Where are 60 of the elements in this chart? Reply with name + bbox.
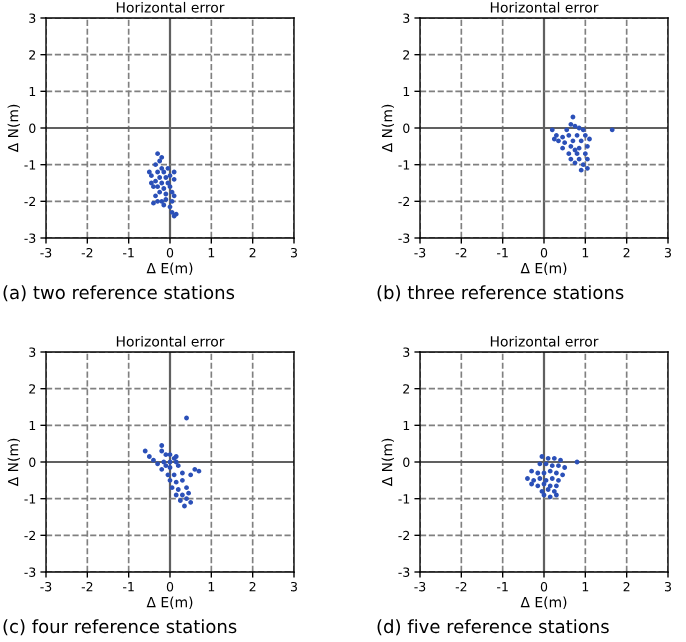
point (566, 132, 572, 138)
point (169, 198, 175, 204)
point (535, 483, 541, 489)
point (564, 127, 570, 133)
point (157, 189, 163, 195)
point (560, 134, 566, 140)
point (148, 173, 154, 179)
point (188, 472, 194, 478)
point (155, 151, 161, 157)
point (562, 140, 568, 146)
point (179, 477, 185, 483)
point (529, 468, 535, 474)
point (146, 169, 152, 175)
point (547, 468, 553, 474)
point (584, 165, 590, 171)
point (551, 136, 557, 142)
point (584, 143, 590, 149)
point (173, 479, 179, 485)
point (169, 485, 175, 491)
point (566, 151, 572, 157)
point (155, 461, 161, 467)
point (161, 169, 167, 175)
point (535, 470, 541, 476)
point (578, 167, 584, 173)
point (551, 455, 557, 461)
point (582, 132, 588, 138)
point (560, 145, 566, 151)
point (537, 461, 543, 467)
point (553, 132, 559, 138)
point (580, 162, 586, 168)
point (155, 184, 161, 190)
point (549, 127, 555, 133)
point (574, 132, 580, 138)
text: (c) four reference stations (3, 619, 237, 636)
point (188, 499, 194, 505)
point (159, 165, 165, 171)
point (186, 490, 192, 496)
point (609, 127, 615, 133)
point (155, 198, 161, 204)
point (560, 472, 566, 478)
point (161, 459, 167, 465)
text: (b) three reference stations (377, 285, 624, 302)
point (549, 463, 555, 469)
point (159, 448, 165, 454)
text: (a) two reference stations (3, 285, 235, 302)
point (167, 477, 173, 483)
point (582, 151, 588, 157)
point (547, 483, 553, 489)
point (171, 472, 177, 478)
point (545, 455, 551, 461)
point (578, 138, 584, 144)
point (159, 180, 165, 186)
point (584, 156, 590, 162)
text: (d) five reference stations (377, 619, 609, 636)
point (159, 198, 165, 204)
point (553, 483, 559, 489)
point (159, 466, 165, 472)
point (165, 165, 171, 171)
point (161, 202, 167, 208)
point (547, 494, 553, 500)
